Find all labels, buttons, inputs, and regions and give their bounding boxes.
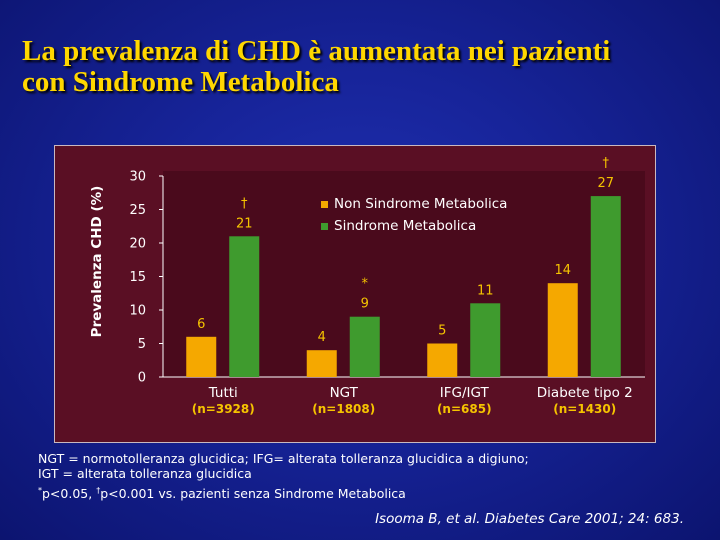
- y-tick-label: 15: [129, 270, 146, 285]
- y-tick-label: 10: [129, 304, 146, 319]
- sig1-mark: *: [38, 485, 42, 495]
- x-category-label: IFG/IGT: [440, 385, 490, 401]
- data-label: 21: [236, 216, 253, 231]
- y-tick-label: 25: [129, 203, 146, 218]
- significance-mark: †: [241, 196, 248, 211]
- bar-non-syndrome: [306, 350, 337, 377]
- bar-syndrome: [470, 303, 501, 377]
- chart-panel: 0 5 10 15 20 25 30 Prevalenza CHD (%) 6 † 21 Tutti(…: [54, 145, 656, 443]
- sig2-mark: †: [96, 485, 101, 495]
- x-category-sublabel: (n=1808): [312, 402, 375, 416]
- legend-label: Sindrome Metabolica: [334, 218, 476, 234]
- x-category-sublabel: (n=1430): [553, 402, 616, 416]
- slide-title: La prevalenza di CHD è aumentata nei paz…: [22, 36, 702, 98]
- y-tick-label: 5: [138, 337, 146, 352]
- data-label: 11: [477, 283, 494, 298]
- x-category-label: NGT: [330, 385, 359, 401]
- bar-non-syndrome: [186, 336, 217, 377]
- data-label: 14: [554, 263, 571, 278]
- footnote-significance: *p<0.05, †p<0.001 vs. pazienti senza Sin…: [38, 486, 698, 501]
- legend-swatch: [321, 201, 328, 208]
- bar-syndrome: [590, 196, 621, 377]
- y-tick-label: 30: [129, 170, 146, 185]
- bar-syndrome: [229, 236, 260, 377]
- data-label: 4: [318, 330, 326, 345]
- y-axis-label: Prevalenza CHD (%): [89, 186, 105, 338]
- data-label: 5: [438, 324, 446, 339]
- bar-non-syndrome: [547, 283, 578, 377]
- bar-non-syndrome: [427, 343, 458, 377]
- sig2-text: p<0.001 vs. pazienti senza Sindrome Meta…: [100, 486, 406, 501]
- data-label: 27: [597, 176, 614, 191]
- footnote-abbreviations-1: NGT = normotolleranza glucidica; IFG= al…: [38, 451, 529, 466]
- slide-title-line2: con Sindrome Metabolica: [22, 66, 339, 98]
- bar-syndrome: [349, 316, 380, 377]
- data-label: 6: [197, 317, 205, 332]
- citation: Isooma B, et al. Diabetes Care 2001; 24:…: [375, 511, 684, 527]
- significance-mark: *: [362, 277, 369, 292]
- data-label: 9: [361, 297, 369, 312]
- slide-title-line1: La prevalenza di CHD è aumentata nei paz…: [22, 35, 611, 67]
- x-category-label: Tutti: [208, 385, 238, 401]
- footnotes: NGT = normotolleranza glucidica; IFG= al…: [38, 451, 698, 501]
- x-category-sublabel: (n=3928): [192, 402, 255, 416]
- legend-swatch: [321, 223, 328, 230]
- y-tick-label: 0: [138, 371, 146, 386]
- x-category-sublabel: (n=685): [437, 402, 492, 416]
- y-tick-label: 20: [129, 237, 146, 252]
- legend-label: Non Sindrome Metabolica: [334, 196, 507, 212]
- x-category-label: Diabete tipo 2: [537, 385, 633, 401]
- footnote-abbreviations-2: IGT = alterata tolleranza glucidica: [38, 466, 252, 481]
- significance-mark: †: [603, 156, 610, 171]
- sig1-text: p<0.05,: [42, 486, 97, 501]
